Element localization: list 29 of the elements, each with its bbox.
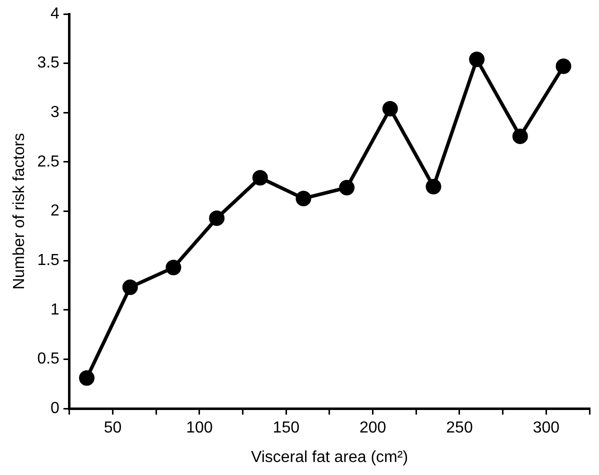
point — [209, 210, 225, 226]
y-tick-label: 0 — [50, 400, 60, 418]
x-tick-label: 150 — [272, 420, 300, 437]
point — [426, 178, 442, 194]
point — [382, 100, 398, 116]
x-axis-title: Visceral fat area (cm²) — [250, 448, 408, 466]
y-tick-label: 1.5 — [37, 252, 60, 270]
point — [122, 280, 138, 296]
y-tick-label: 1 — [50, 301, 60, 318]
x-tick-label: 250 — [446, 420, 473, 437]
x-tick-label: 200 — [359, 420, 386, 437]
point — [252, 170, 268, 186]
point — [512, 128, 528, 144]
y-tick-label: 2.5 — [37, 153, 60, 170]
x-tick-label: 300 — [532, 420, 560, 437]
point — [339, 180, 355, 196]
point — [556, 58, 572, 74]
y-tick-label: 3 — [50, 104, 60, 122]
x-tick-label: 50 — [104, 420, 122, 437]
y-tick-label: 3.5 — [37, 54, 60, 72]
x-tick-label: 100 — [186, 420, 213, 437]
y-axis-title: Number of risk factors — [11, 133, 28, 290]
point — [166, 260, 182, 276]
y-tick-label: 2 — [50, 202, 60, 220]
point — [79, 370, 95, 386]
point — [296, 190, 312, 206]
point — [469, 52, 485, 68]
y-tick-label: 0.5 — [37, 350, 60, 368]
y-tick-label: 4 — [50, 5, 60, 22]
